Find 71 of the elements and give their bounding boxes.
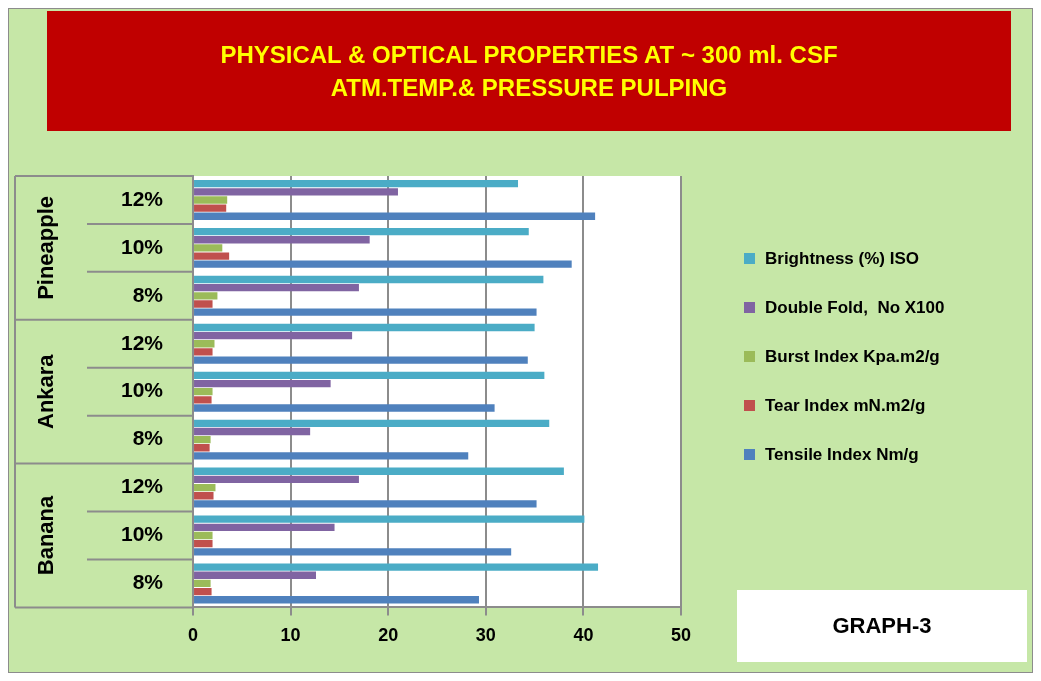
y-tick-label: 12%	[121, 330, 164, 354]
y-tick-label: 10%	[121, 522, 164, 546]
bar	[194, 452, 469, 460]
bar	[194, 563, 599, 571]
bar	[194, 348, 213, 356]
x-tick-label: 10	[280, 625, 301, 646]
bar	[194, 548, 512, 556]
y-tick-label: 12%	[121, 186, 164, 210]
bar	[194, 331, 353, 340]
x-tick-label: 50	[670, 625, 692, 646]
y-tick-label: 10%	[121, 378, 164, 402]
bar	[194, 323, 535, 332]
bar	[194, 275, 544, 284]
bar	[194, 244, 223, 252]
bar	[194, 587, 212, 596]
y-tick-label: 8%	[132, 426, 164, 450]
bar	[194, 435, 211, 444]
bar	[194, 356, 528, 364]
legend-label: Brightness (%) ISO	[765, 248, 919, 269]
bar	[194, 260, 572, 268]
bar	[194, 308, 537, 316]
x-tick-label: 20	[378, 625, 399, 646]
bar	[194, 492, 214, 500]
bar	[194, 227, 529, 236]
y-tick-label: 10%	[121, 234, 164, 258]
legend-label: Tensile Index Nm/g	[765, 444, 919, 465]
chart-title: PHYSICAL & OPTICAL PROPERTIES AT ~ 300 ml. CSF	[219, 40, 839, 70]
bar	[194, 523, 335, 532]
text: Banana	[33, 495, 59, 576]
y-tick-label: 8%	[132, 282, 164, 306]
bar	[194, 340, 215, 348]
bar	[194, 388, 213, 396]
bar	[194, 571, 316, 579]
caption-box: GRAPH-3	[737, 590, 1027, 662]
y-tick-label: 12%	[121, 474, 164, 498]
bar	[194, 371, 545, 380]
bar	[194, 467, 564, 475]
legend-label: Double Fold, No X100	[765, 297, 945, 318]
bar	[194, 292, 218, 300]
bar	[194, 404, 495, 412]
bar	[194, 396, 212, 404]
bar	[194, 475, 359, 484]
bar	[194, 596, 479, 604]
bar	[194, 236, 370, 244]
x-tick-label: 40	[573, 625, 594, 646]
bar	[194, 379, 331, 388]
bar	[194, 444, 210, 452]
bar	[194, 579, 211, 588]
bar	[194, 531, 213, 540]
bar	[194, 539, 213, 548]
legend-label: Tear Index mN.m2/g	[765, 395, 926, 416]
text: Pineapple	[33, 195, 59, 300]
text: Ankara	[33, 353, 59, 429]
bar	[194, 284, 359, 292]
bar	[194, 419, 550, 427]
x-tick-label: 0	[188, 625, 199, 646]
bar	[194, 188, 398, 196]
bar	[194, 252, 230, 260]
x-tick-label: 30	[475, 625, 496, 646]
bar	[194, 196, 228, 204]
bar	[194, 427, 311, 436]
bar	[194, 483, 216, 492]
y-tick-label: 8%	[132, 570, 164, 594]
bar	[194, 515, 585, 523]
bar	[194, 300, 213, 308]
bar	[194, 204, 227, 212]
chart-subtitle: ATM.TEMP.& PRESSURE PULPING	[329, 73, 729, 103]
legend-label: Burst Index Kpa.m2/g	[765, 346, 940, 367]
bar	[194, 180, 519, 188]
bar	[194, 212, 596, 220]
bar	[194, 500, 537, 508]
